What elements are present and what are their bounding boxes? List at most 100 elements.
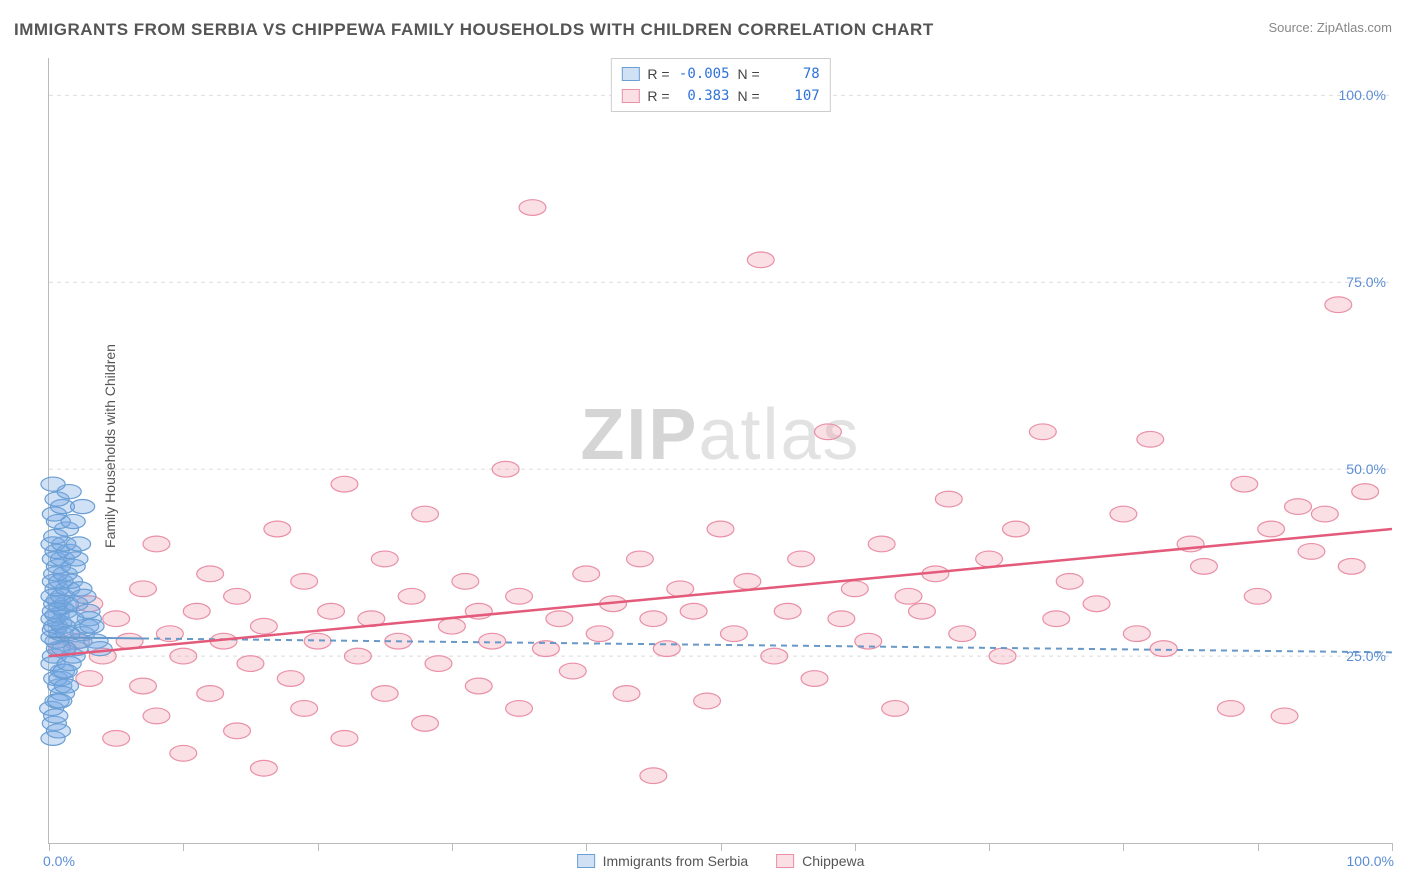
data-point (277, 671, 304, 687)
y-tick-label: 100.0% (1339, 87, 1386, 103)
data-point (41, 477, 65, 491)
data-point (747, 252, 774, 268)
n-value-chippewa: 107 (768, 85, 820, 107)
data-point (197, 686, 224, 702)
data-point (989, 648, 1016, 664)
data-point (318, 603, 345, 619)
data-point (1110, 506, 1137, 522)
data-point (868, 536, 895, 552)
data-point (1285, 499, 1312, 515)
x-tick (1258, 843, 1259, 851)
data-point (1056, 573, 1083, 589)
data-point (788, 551, 815, 567)
data-point (1003, 521, 1030, 537)
chart-title: IMMIGRANTS FROM SERBIA VS CHIPPEWA FAMIL… (14, 20, 934, 39)
legend-label-chippewa: Chippewa (802, 853, 864, 869)
legend-swatch-chippewa (776, 854, 794, 868)
data-point (935, 491, 962, 507)
data-point (761, 648, 788, 664)
data-point (774, 603, 801, 619)
x-tick (855, 843, 856, 851)
data-point (1217, 701, 1244, 717)
x-tick (586, 843, 587, 851)
data-point (412, 506, 439, 522)
data-point (250, 760, 277, 776)
data-point (721, 626, 748, 642)
r-label: R = (647, 85, 669, 107)
stats-row-chippewa: R = 0.383 N = 107 (621, 85, 819, 107)
data-point (70, 500, 94, 514)
n-value-serbia: 78 (768, 63, 820, 85)
data-point (1258, 521, 1285, 537)
r-value-chippewa: 0.383 (678, 85, 730, 107)
data-point (130, 581, 157, 597)
data-point (88, 642, 112, 656)
data-point (371, 551, 398, 567)
source-prefix: Source: (1268, 20, 1316, 35)
source-attribution: Source: ZipAtlas.com (1268, 20, 1392, 35)
data-point (707, 521, 734, 537)
x-tick (1392, 843, 1393, 851)
data-point (1029, 424, 1056, 440)
trend-line (49, 637, 143, 638)
trend-line (49, 529, 1392, 656)
x-tick (989, 843, 990, 851)
data-point (331, 730, 358, 746)
source-link[interactable]: ZipAtlas.com (1317, 20, 1392, 35)
data-point (76, 671, 103, 687)
data-point (1325, 297, 1352, 313)
data-point (613, 686, 640, 702)
data-point (801, 671, 828, 687)
x-axis-min-label: 0.0% (43, 853, 75, 869)
stats-row-serbia: R = -0.005 N = 78 (621, 63, 819, 85)
data-point (224, 723, 251, 739)
data-point (72, 589, 96, 603)
data-point (640, 768, 667, 784)
data-point (46, 724, 70, 738)
data-point (640, 611, 667, 627)
data-point (1191, 559, 1218, 575)
data-point (506, 701, 533, 717)
data-point (452, 573, 479, 589)
data-point (653, 641, 680, 657)
data-point (170, 745, 197, 761)
data-point (909, 603, 936, 619)
y-tick-label: 25.0% (1346, 648, 1386, 664)
data-point (680, 603, 707, 619)
bottom-legend: Immigrants from Serbia Chippewa (577, 853, 865, 869)
data-point (734, 573, 761, 589)
y-tick-label: 50.0% (1346, 461, 1386, 477)
data-point (1123, 626, 1150, 642)
y-tick-label: 75.0% (1346, 274, 1386, 290)
data-point (1083, 596, 1110, 612)
data-point (1150, 641, 1177, 657)
data-point (237, 656, 264, 672)
data-point (519, 200, 546, 216)
data-point (1298, 544, 1325, 560)
data-point (479, 633, 506, 649)
data-point (1231, 476, 1258, 492)
swatch-serbia (621, 67, 639, 81)
data-point (882, 701, 909, 717)
data-point (371, 686, 398, 702)
data-point (291, 701, 318, 717)
data-point (465, 678, 492, 694)
data-point (492, 461, 519, 477)
n-label: N = (738, 85, 760, 107)
data-point (264, 521, 291, 537)
legend-item-serbia: Immigrants from Serbia (577, 853, 748, 869)
legend-item-chippewa: Chippewa (776, 853, 864, 869)
data-point (976, 551, 1003, 567)
data-point (76, 604, 100, 618)
data-point (559, 663, 586, 679)
data-point (694, 693, 721, 709)
data-point (250, 618, 277, 634)
data-point (1311, 506, 1338, 522)
data-point (291, 573, 318, 589)
data-point (143, 708, 170, 724)
x-tick (183, 843, 184, 851)
data-point (224, 588, 251, 604)
swatch-chippewa (621, 89, 639, 103)
data-point (1271, 708, 1298, 724)
data-point (170, 648, 197, 664)
